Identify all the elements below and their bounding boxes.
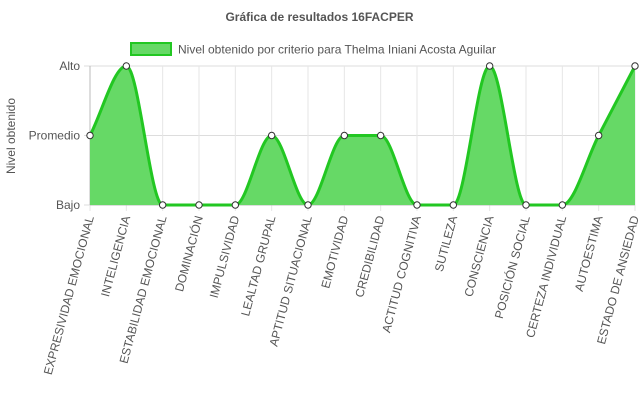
y-tick-label: Bajo xyxy=(56,198,80,212)
data-point[interactable] xyxy=(485,62,494,70)
series-line xyxy=(88,64,637,207)
series-area xyxy=(88,64,637,207)
y-axis-ticks: Bajo Promedio Alto xyxy=(29,59,81,212)
data-point[interactable] xyxy=(158,201,167,209)
data-point[interactable] xyxy=(267,131,276,140)
x-tick-label: LEALTAD GRUPAL xyxy=(238,214,278,318)
legend-swatch xyxy=(130,42,172,56)
data-point[interactable] xyxy=(376,131,385,140)
data-point[interactable] xyxy=(413,201,421,209)
chart-title: Gráfica de resultados 16FACPER xyxy=(225,10,413,24)
x-tick-label: ACTITUD COGNITIVA xyxy=(379,214,424,334)
data-point[interactable] xyxy=(195,201,203,209)
data-point[interactable] xyxy=(304,201,312,209)
y-tick-label: Promedio xyxy=(29,129,81,143)
y-axis-title: Nivel obtenido xyxy=(4,98,18,174)
data-point[interactable] xyxy=(558,201,567,209)
data-point[interactable] xyxy=(449,201,458,209)
data-points xyxy=(86,62,639,209)
data-point[interactable] xyxy=(340,131,349,140)
x-tick-label: INTELIGENCIA xyxy=(98,214,133,298)
data-point[interactable] xyxy=(122,62,131,70)
data-point[interactable] xyxy=(86,131,94,140)
x-axis-ticks: EXPRESIVIDAD EMOCIONAL INTELIGENCIAESTABI… xyxy=(41,214,639,377)
x-tick-label: IMPULSIVIDAD xyxy=(207,214,243,300)
data-point[interactable] xyxy=(631,62,639,70)
x-tick-label: SUTILEZA xyxy=(432,214,460,273)
x-tick-label: EXPRESIVIDAD EMOCIONAL xyxy=(41,214,97,376)
x-tick-label: AUTOESTIMA xyxy=(572,214,606,293)
data-point[interactable] xyxy=(594,131,603,140)
y-tick-label: Alto xyxy=(59,59,80,73)
x-tick-label: CERTEZA INDIVIDUAL xyxy=(523,214,569,339)
x-tick-label: CREDIBILIDAD xyxy=(352,214,387,299)
x-tick-label: CONSCIENCIA xyxy=(461,214,496,298)
x-tick-label: EMOTIVIDAD xyxy=(318,214,351,290)
data-point[interactable] xyxy=(522,201,530,209)
data-point[interactable] xyxy=(231,201,240,209)
legend[interactable]: Nivel obtenido por criterio para Thelma … xyxy=(130,42,496,57)
x-tick-label: DOMINACIÓN xyxy=(171,214,206,293)
legend-label: Nivel obtenido por criterio para Thelma … xyxy=(178,43,496,57)
x-tick-label: POSICIÓN SOCIAL xyxy=(491,214,533,321)
